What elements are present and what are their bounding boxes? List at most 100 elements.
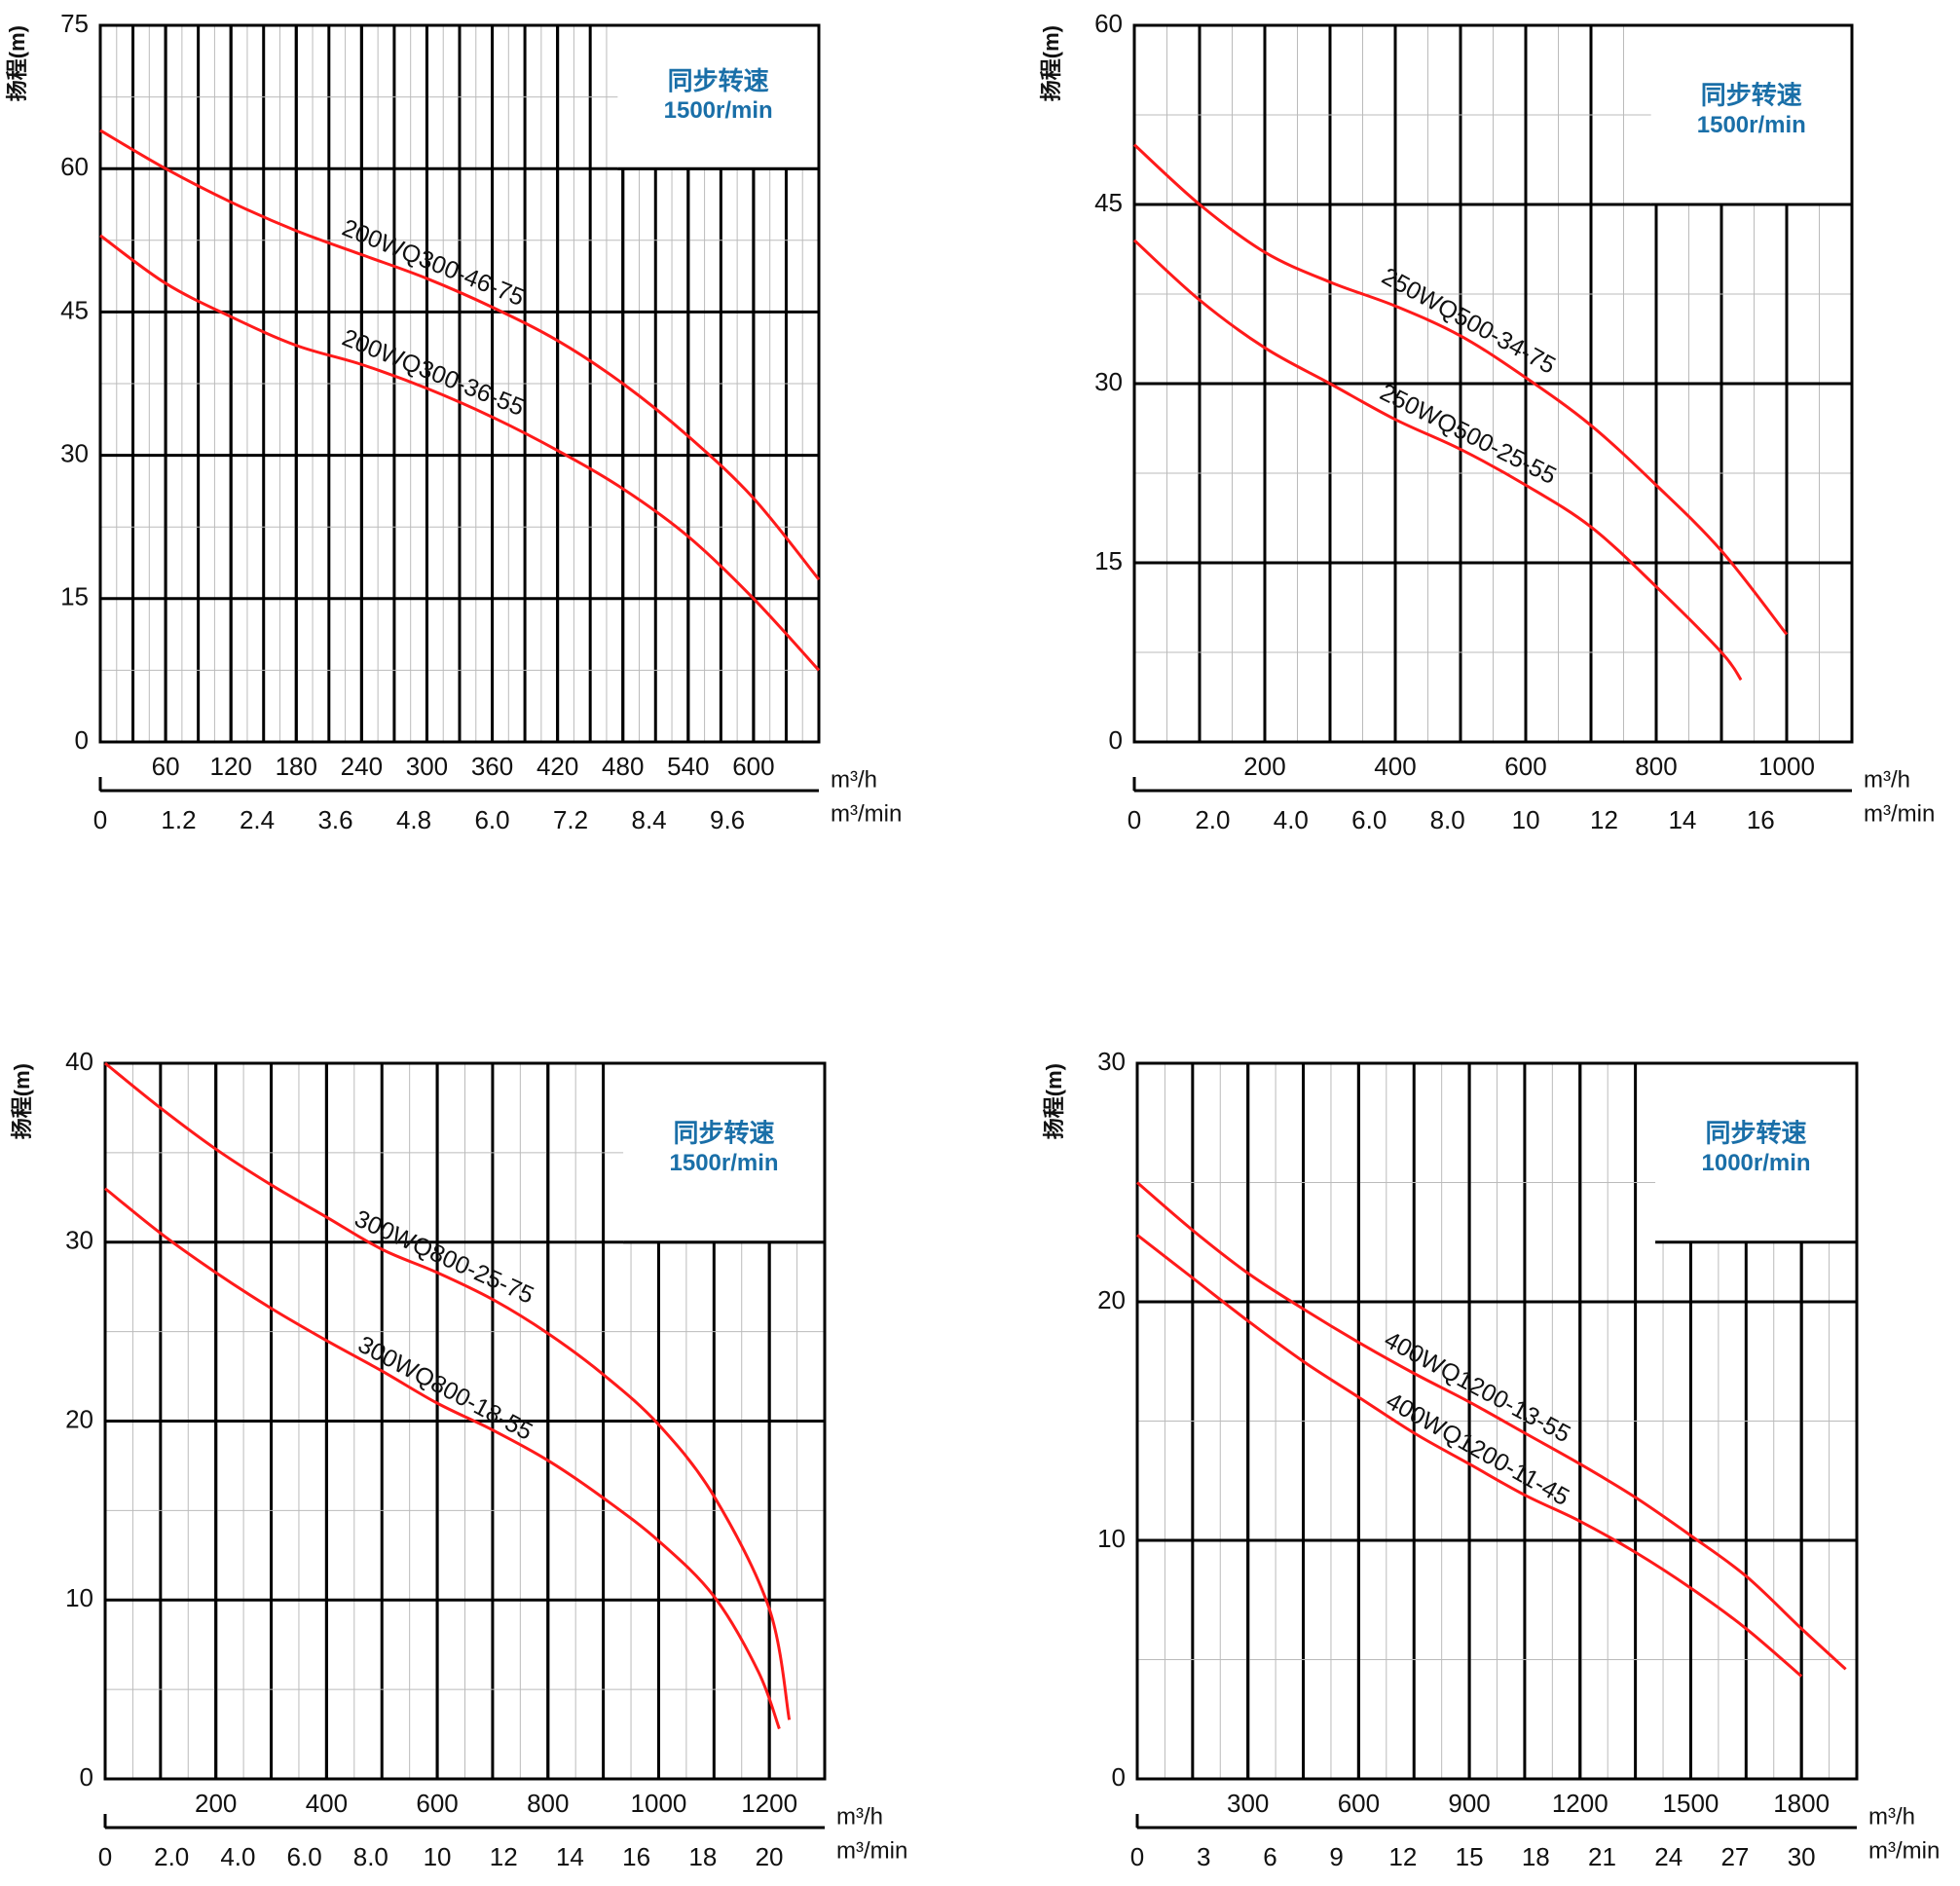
x2-tick-label: 12 — [1590, 805, 1618, 834]
x-tick-label: 200 — [195, 1789, 237, 1818]
x2-axis-label: m³/min — [1864, 800, 1935, 827]
x2-tick-label: 0 — [1130, 1842, 1144, 1871]
x-tick-label: 600 — [732, 752, 774, 781]
y-tick-label: 30 — [65, 1226, 93, 1255]
y-tick-label: 20 — [1097, 1285, 1126, 1314]
annotation: 1500r/min — [670, 1150, 779, 1176]
annotation: 1500r/min — [1697, 112, 1806, 138]
x-tick-label: 600 — [1338, 1789, 1380, 1818]
curve — [1132, 239, 1743, 682]
y-axis-label: 扬程(m) — [5, 25, 29, 101]
y-tick-label: 20 — [65, 1404, 93, 1433]
y-tick-label: 0 — [1112, 1762, 1126, 1792]
plot-frame — [1132, 23, 1854, 744]
x-axis-label: m³/h — [1868, 1803, 1915, 1830]
x-tick-label: 400 — [306, 1789, 348, 1818]
y-tick-label: 45 — [1094, 188, 1123, 217]
x2-tick-label: 2.4 — [240, 805, 275, 834]
y-tick-label: 40 — [65, 1047, 93, 1076]
curve — [104, 1061, 792, 1720]
x-tick-label: 600 — [1504, 752, 1546, 781]
x2-tick-label: 9 — [1329, 1842, 1343, 1871]
x2-tick-label: 10 — [1512, 805, 1540, 834]
curve — [99, 129, 821, 581]
curve — [104, 1187, 781, 1730]
y-tick-label: 0 — [1109, 725, 1123, 755]
x2-tick-label: 8.0 — [1430, 805, 1465, 834]
y-tick-label: 60 — [60, 152, 89, 181]
x2-tick-label: 6 — [1263, 1842, 1276, 1871]
x2-tick-label: 6.0 — [287, 1842, 322, 1871]
panel: 同步转速 1500r/min 0 15 30 45 60 扬程(m) 200 400 600 800 1… — [1039, 9, 1936, 834]
x-tick-label: 480 — [602, 752, 644, 781]
x2-tick-label: 12 — [490, 1842, 518, 1871]
annotation: 同步转速 — [674, 1118, 775, 1147]
y-tick-label: 30 — [60, 438, 89, 467]
y-tick-label: 10 — [65, 1583, 93, 1612]
annotation: 同步转速 — [668, 66, 769, 95]
x2-tick-label: 0 — [98, 1842, 112, 1871]
curve-label: 300WQ800-25-75 — [351, 1204, 538, 1309]
x2-axis-label: m³/min — [1868, 1837, 1940, 1864]
y-tick-label: 10 — [1097, 1524, 1126, 1553]
x-tick-label: 420 — [536, 752, 578, 781]
y-tick-label: 60 — [1094, 9, 1123, 38]
x2-tick-label: 4.0 — [220, 1842, 255, 1871]
x2-tick-label: 10 — [424, 1842, 452, 1871]
x-tick-label: 900 — [1448, 1789, 1490, 1818]
x2-tick-label: 4.0 — [1274, 805, 1309, 834]
curve — [99, 234, 821, 672]
x-axis-label: m³/h — [1864, 766, 1910, 793]
x2-tick-label: 18 — [688, 1842, 717, 1871]
x2-tick-label: 18 — [1522, 1842, 1550, 1871]
x-tick-label: 120 — [209, 752, 251, 781]
x2-tick-label: 16 — [622, 1842, 650, 1871]
x2-tick-label: 2.0 — [1195, 805, 1230, 834]
x2-tick-label: 2.0 — [154, 1842, 189, 1871]
curve-label: 200WQ300-36-55 — [339, 324, 529, 422]
x-tick-label: 180 — [276, 752, 317, 781]
x2-tick-label: 15 — [1456, 1842, 1484, 1871]
x-tick-label: 360 — [471, 752, 513, 781]
annotation-box — [617, 25, 819, 169]
x-tick-label: 1000 — [631, 1789, 687, 1818]
x2-tick-label: 4.8 — [396, 805, 431, 834]
x2-axis-label: m³/min — [836, 1837, 907, 1864]
annotation: 同步转速 — [1706, 1118, 1807, 1147]
annotation-box — [623, 1063, 825, 1242]
annotation-box — [1655, 1063, 1857, 1242]
x2-tick-label: 3 — [1197, 1842, 1210, 1871]
plot-frame — [98, 23, 821, 744]
y-tick-label: 30 — [1094, 367, 1123, 396]
x2-tick-label: 0 — [1128, 805, 1141, 834]
y-tick-label: 75 — [60, 9, 89, 38]
x-tick-label: 540 — [667, 752, 709, 781]
annotation: 1000r/min — [1702, 1150, 1811, 1176]
x-axis-label: m³/h — [836, 1803, 883, 1830]
y-tick-label: 45 — [60, 295, 89, 324]
x2-tick-label: 20 — [756, 1842, 784, 1871]
curve — [1132, 143, 1789, 636]
x2-tick-label: 16 — [1747, 805, 1775, 834]
x-tick-label: 800 — [1635, 752, 1677, 781]
x-tick-label: 400 — [1374, 752, 1416, 781]
curve — [1136, 1181, 1847, 1671]
y-tick-label: 0 — [75, 725, 89, 755]
x-tick-label: 300 — [1227, 1789, 1269, 1818]
x-tick-label: 1000 — [1758, 752, 1815, 781]
x-tick-label: 60 — [152, 752, 180, 781]
x2-tick-label: 9.6 — [710, 805, 745, 834]
x2-tick-label: 1.2 — [161, 805, 196, 834]
x2-tick-label: 8.4 — [631, 805, 666, 834]
annotation: 同步转速 — [1701, 80, 1802, 109]
curve — [1136, 1234, 1803, 1678]
y-tick-label: 15 — [60, 582, 89, 611]
x2-tick-label: 30 — [1788, 1842, 1816, 1871]
x2-tick-label: 12 — [1388, 1842, 1417, 1871]
x2-tick-label: 3.6 — [317, 805, 352, 834]
y-axis-label: 扬程(m) — [10, 1063, 34, 1139]
